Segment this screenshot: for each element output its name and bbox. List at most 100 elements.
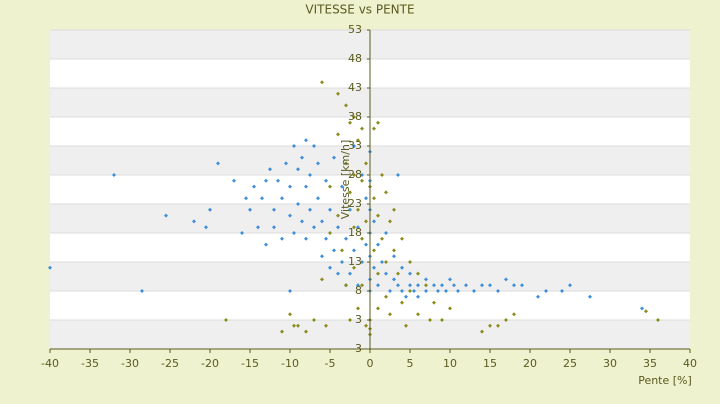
data-point	[288, 213, 292, 218]
y-tick-label: 33	[348, 139, 362, 152]
data-point	[408, 260, 412, 264]
data-point	[296, 323, 300, 328]
data-point	[360, 126, 364, 131]
x-axis-label: Pente [%]	[638, 374, 692, 387]
y-tick-label: 43	[348, 81, 362, 94]
data-point	[288, 184, 292, 189]
data-point	[288, 312, 292, 317]
data-point	[232, 178, 236, 183]
data-point	[348, 271, 352, 276]
data-point	[356, 306, 360, 311]
data-point	[312, 144, 316, 148]
data-point	[388, 312, 392, 317]
data-point	[440, 283, 444, 288]
y-tick-label: 48	[348, 52, 362, 65]
x-tick-label: 30	[603, 357, 617, 370]
data-point	[372, 265, 376, 270]
data-point	[384, 271, 388, 276]
data-point	[384, 294, 388, 299]
data-point	[348, 207, 352, 212]
data-point	[560, 289, 564, 293]
data-point	[356, 283, 360, 288]
data-point	[336, 213, 340, 218]
x-tick-label: 40	[683, 357, 697, 370]
chart-title: VITESSE vs PENTE	[305, 3, 414, 17]
data-point	[292, 323, 296, 328]
data-point	[456, 289, 460, 293]
x-tick-label: -30	[121, 357, 139, 370]
data-point	[292, 144, 296, 148]
data-point	[416, 312, 420, 317]
data-point	[452, 283, 456, 288]
data-point	[216, 161, 220, 166]
data-point	[208, 207, 212, 212]
data-point	[432, 283, 436, 288]
data-point	[388, 219, 392, 224]
data-point	[384, 190, 388, 195]
data-point	[324, 323, 328, 328]
data-point	[48, 265, 52, 270]
data-point	[496, 289, 500, 293]
data-point	[396, 283, 400, 288]
data-point	[360, 236, 364, 241]
data-point	[448, 306, 452, 311]
data-point	[336, 132, 340, 137]
data-point	[392, 248, 396, 253]
data-point	[428, 318, 432, 322]
data-point	[304, 236, 308, 241]
x-tick-label: 10	[443, 357, 457, 370]
data-point	[312, 318, 316, 322]
data-point	[400, 236, 404, 241]
data-point	[308, 173, 312, 177]
data-point	[376, 242, 380, 247]
data-point	[316, 196, 320, 201]
x-tick-label: -5	[325, 357, 336, 370]
data-point	[512, 283, 516, 288]
y-tick-label: 53	[348, 23, 362, 36]
data-point	[364, 219, 368, 224]
data-point	[396, 271, 400, 276]
data-point	[644, 309, 648, 314]
data-point	[436, 289, 440, 293]
data-point	[320, 80, 324, 85]
data-point	[360, 260, 364, 264]
data-point	[304, 138, 308, 143]
data-point	[328, 231, 332, 235]
data-point	[464, 283, 468, 288]
data-point	[324, 178, 328, 183]
data-point	[376, 283, 380, 288]
x-tick-label: -20	[201, 357, 219, 370]
data-point	[424, 283, 428, 288]
y-axis-label: Vitesse [km/h]	[339, 140, 352, 220]
data-point	[192, 219, 196, 224]
data-point	[480, 329, 484, 334]
data-point	[224, 318, 228, 322]
data-point	[280, 329, 284, 334]
data-point	[404, 294, 408, 299]
data-point	[448, 277, 452, 282]
data-point	[372, 248, 376, 253]
data-point	[304, 329, 308, 334]
data-point	[364, 196, 368, 201]
data-point	[380, 236, 384, 241]
x-tick-label: -40	[41, 357, 59, 370]
data-point	[392, 207, 396, 212]
data-point	[284, 161, 288, 166]
data-point	[400, 289, 404, 293]
data-point	[292, 231, 296, 235]
data-point	[380, 173, 384, 177]
data-point	[544, 289, 548, 293]
data-point	[356, 225, 360, 230]
x-tick-label: 25	[563, 357, 577, 370]
data-point	[588, 294, 592, 299]
data-point	[424, 289, 428, 293]
data-point	[248, 207, 252, 212]
x-tick-label: -35	[81, 357, 99, 370]
y-tick-label: 38	[348, 110, 362, 123]
data-point	[244, 196, 248, 201]
data-point	[296, 167, 300, 172]
data-point	[276, 178, 280, 183]
data-point	[400, 265, 404, 270]
data-point	[376, 120, 380, 125]
data-point	[304, 184, 308, 189]
